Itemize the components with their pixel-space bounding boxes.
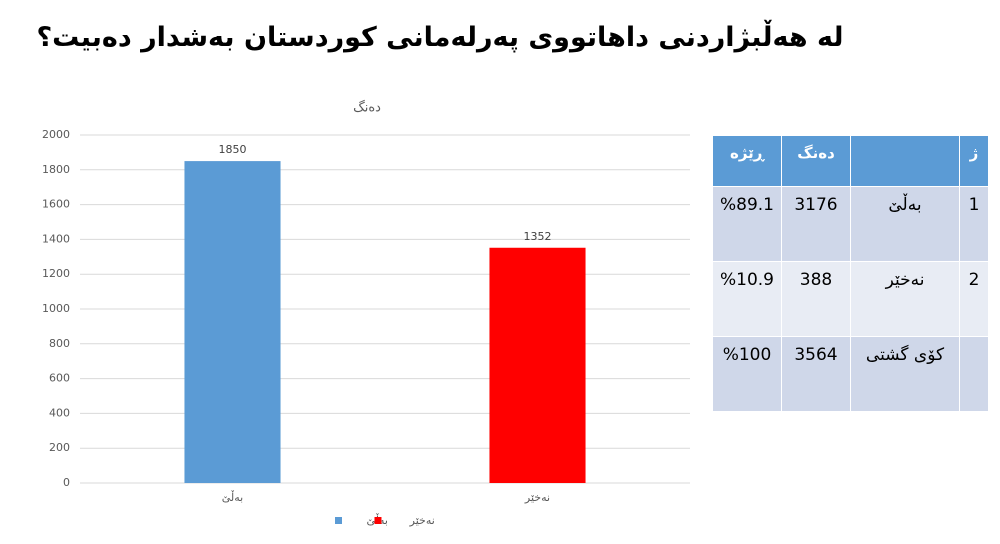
header-cell: ژ (959, 135, 989, 187)
header-cell (850, 135, 960, 187)
cell: 3564 (781, 336, 851, 412)
y-tick-label: 1800 (42, 163, 70, 176)
cell: 388 (781, 261, 851, 337)
y-tick-label: 0 (63, 476, 70, 489)
y-tick-label: 2000 (42, 128, 70, 141)
chart: دەنگ 0 200 400 600 800 1000 1200 1400 1600 1800 20… (42, 100, 690, 527)
x-tick-label: نەخێر (524, 491, 550, 504)
legend-swatch (374, 517, 382, 524)
value-label: 1850 (219, 143, 247, 156)
bar (184, 161, 281, 483)
y-tick-label: 1000 (42, 302, 70, 315)
y-tick-label: 1400 (42, 232, 70, 245)
chart-title: دەنگ (353, 100, 381, 116)
cell: %10.9 (712, 261, 782, 337)
bar (489, 247, 586, 483)
cell (959, 336, 989, 412)
cell: بەڵێ (850, 186, 960, 262)
header-cell: ڕێژە (712, 135, 782, 187)
y-tick-label: 1600 (42, 198, 70, 211)
cell: %89.1 (712, 186, 782, 262)
cell: 1 (959, 186, 989, 262)
legend-label: نەخێر (409, 514, 435, 527)
cell: %100 (712, 336, 782, 412)
y-tick-label: 200 (49, 441, 70, 454)
value-label: 1352 (524, 230, 552, 243)
y-tick-label: 1200 (42, 267, 70, 280)
y-tick-label: 600 (49, 372, 70, 385)
cell: نەخێر (850, 261, 960, 337)
header-cell: دەنگ (781, 135, 851, 187)
cell: 2 (959, 261, 989, 337)
x-tick-label: بەڵێ (222, 490, 243, 504)
cell: کۆی گشتی (850, 336, 960, 412)
slide-title: لە هەڵبژاردنی داهاتووی پەرلەمانی کوردستا… (36, 22, 844, 53)
cell: 3176 (781, 186, 851, 262)
y-tick-label: 400 (49, 406, 70, 419)
legend-swatch (335, 517, 342, 524)
y-tick-label: 800 (49, 337, 70, 350)
results-table: ڕێژە دەنگ ژ %89.1 3176 بەڵێ 1 %10.9 388 … (712, 135, 989, 412)
